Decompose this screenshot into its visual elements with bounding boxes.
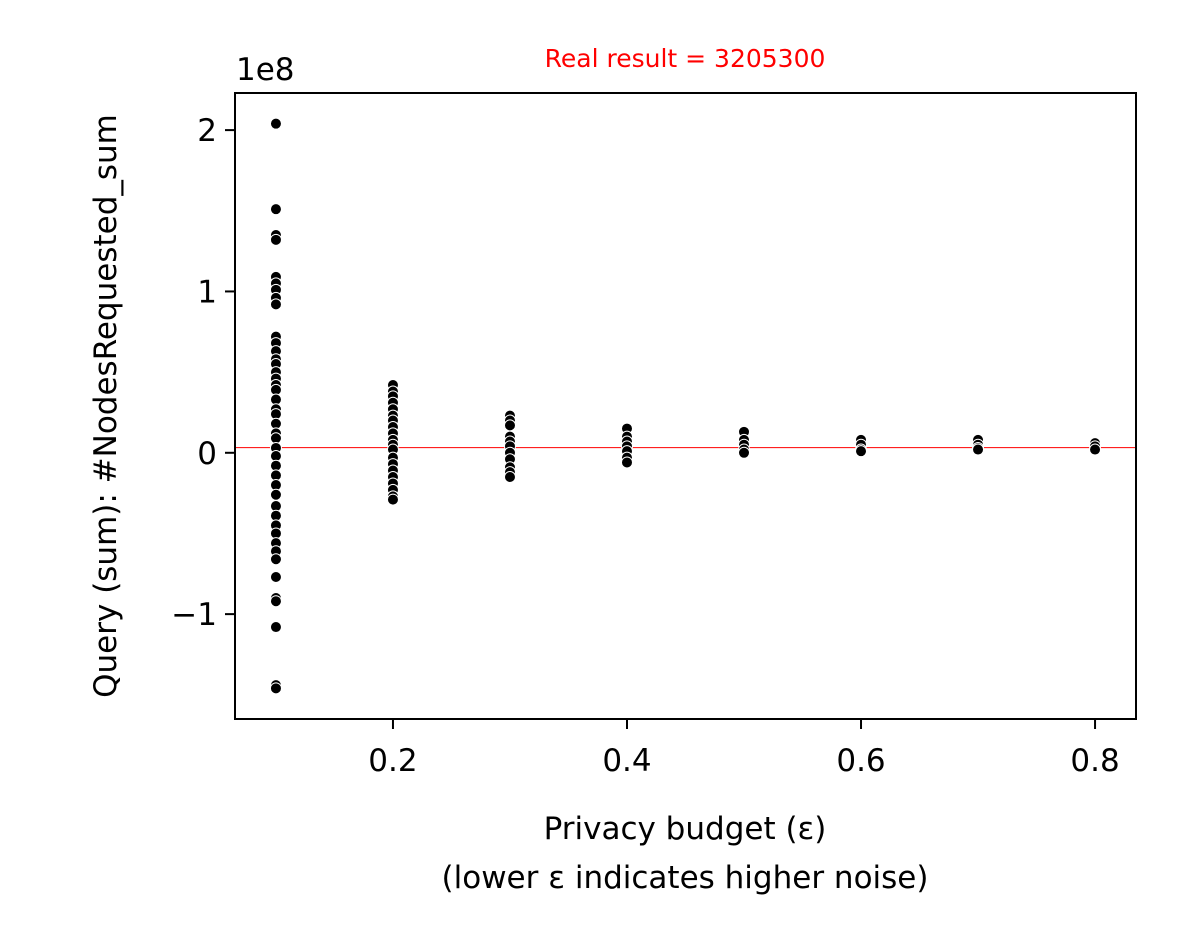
data-point xyxy=(269,553,282,566)
data-point xyxy=(269,298,282,311)
data-point xyxy=(269,203,282,216)
plot-background xyxy=(235,93,1136,719)
data-point xyxy=(269,571,282,584)
data-point xyxy=(269,682,282,695)
y-tick-label: 0 xyxy=(197,436,217,472)
data-point xyxy=(386,493,399,506)
data-point xyxy=(855,445,868,458)
x-axis: 0.2 0.4 0.6 0.8 xyxy=(368,719,1120,779)
chart-title: Real result = 3205300 xyxy=(545,44,826,73)
data-point xyxy=(503,470,516,483)
data-point xyxy=(269,117,282,130)
data-point xyxy=(269,488,282,501)
data-point xyxy=(269,595,282,608)
y-offset-label: 1e8 xyxy=(236,52,295,88)
x-tick-label: 0.4 xyxy=(602,743,651,779)
y-tick-label: −1 xyxy=(171,597,217,633)
data-point xyxy=(620,456,633,469)
plot-frame xyxy=(234,92,1137,720)
y-tick-label: 2 xyxy=(197,113,217,149)
data-point xyxy=(972,443,985,456)
data-point xyxy=(269,621,282,634)
x-axis-label-line2: (lower ε indicates higher noise) xyxy=(442,860,929,896)
y-axis: −1 0 1 2 xyxy=(171,113,235,633)
x-tick-label: 0.8 xyxy=(1070,743,1119,779)
y-tick-label: 1 xyxy=(197,274,217,310)
data-point xyxy=(738,446,751,459)
data-point xyxy=(269,233,282,246)
x-tick-label: 0.2 xyxy=(368,743,417,779)
y-axis-label: Query (sum): #NodesRequested_sum xyxy=(88,114,124,698)
x-tick-label: 0.6 xyxy=(836,743,885,779)
data-point xyxy=(1089,443,1102,456)
x-axis-label: Privacy budget (ε) xyxy=(544,811,827,847)
data-points xyxy=(269,117,1102,695)
data-point xyxy=(503,419,516,432)
